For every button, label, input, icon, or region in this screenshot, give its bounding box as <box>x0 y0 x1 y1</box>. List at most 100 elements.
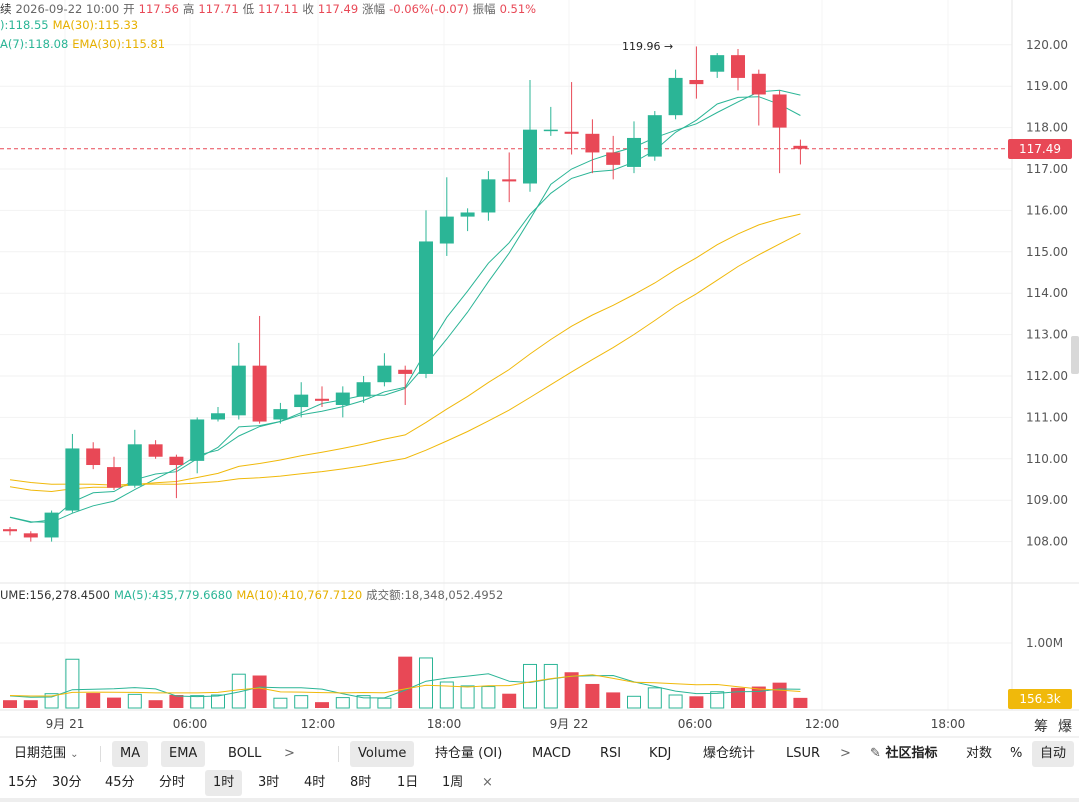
interval-45分[interactable]: 45分 <box>105 775 135 790</box>
volume-bar <box>564 672 579 708</box>
high-price-marker: 119.96 → <box>622 40 673 53</box>
volume-bar <box>315 702 329 708</box>
candle-body <box>751 73 766 95</box>
volume-toggle[interactable]: Volume <box>350 741 415 767</box>
boll-toggle[interactable]: BOLL <box>228 746 262 761</box>
lsur-toggle[interactable]: LSUR <box>786 746 821 761</box>
close-icon[interactable]: × <box>482 775 493 790</box>
ema-toggle[interactable]: EMA <box>161 741 206 767</box>
volume-bar <box>439 681 454 709</box>
volume-bar <box>668 694 683 709</box>
time-tick-label: 06:00 <box>173 717 208 731</box>
volume-bar <box>335 697 350 709</box>
volume-bar <box>23 700 38 708</box>
ohlc-field-13: 0.51% <box>499 2 537 16</box>
volume-bar <box>627 695 641 709</box>
price-tick-label: 111.00 <box>1026 410 1068 424</box>
candle-body <box>793 145 808 149</box>
candle-body <box>585 133 600 153</box>
volume-bar <box>751 686 766 708</box>
candle-body <box>23 533 38 538</box>
scroll-handle[interactable] <box>1071 336 1079 374</box>
volume-bar <box>3 700 17 708</box>
candle-body <box>86 448 101 466</box>
interval-8时[interactable]: 8时 <box>350 775 372 790</box>
date-range-button[interactable]: 日期范围 ⌄ <box>14 746 79 761</box>
interval-分时[interactable]: 分时 <box>159 775 186 790</box>
volume-ma5-line <box>9 673 801 699</box>
volume-bar <box>481 686 496 709</box>
divider <box>100 746 101 762</box>
price-tick-label: 108.00 <box>1026 535 1068 549</box>
price-tick-label: 113.00 <box>1026 328 1068 342</box>
community-indicators-button[interactable]: ✎ 社区指标 <box>870 746 938 761</box>
candle-body <box>231 365 246 416</box>
price-tick-label: 115.00 <box>1026 245 1068 259</box>
candle-body <box>627 137 641 167</box>
ohlc-field-5: 117.71 <box>198 2 239 16</box>
volume-bar <box>502 693 517 708</box>
time-tick-label: 18:00 <box>931 717 966 731</box>
volume-bar <box>419 657 433 709</box>
ma-value-0: ):118.55 <box>0 18 49 32</box>
candle-body <box>564 131 579 134</box>
volume-bar <box>710 691 725 709</box>
candle-body <box>502 179 517 182</box>
volume-value-1: MA(5):435,779.6680 <box>113 588 233 602</box>
candle-body <box>65 448 80 511</box>
interval-1日[interactable]: 1日 <box>397 775 419 790</box>
ema-legend: A(7):118.08 EMA(30):115.81 <box>0 37 169 51</box>
time-tick-label: 18:00 <box>427 717 462 731</box>
more-overlays-button[interactable]: > <box>284 746 295 761</box>
price-tick-label: 117.00 <box>1026 162 1068 176</box>
ohlc-field-9: 117.49 <box>317 2 359 16</box>
candle-body <box>127 444 142 486</box>
ohlc-field-8: 收 <box>302 2 314 16</box>
kdj-toggle[interactable]: KDJ <box>649 746 672 761</box>
ema-value-0: A(7):118.08 <box>0 37 69 51</box>
ohlc-field-2: 开 <box>123 2 135 16</box>
macd-toggle[interactable]: MACD <box>532 746 571 761</box>
divider <box>338 746 339 762</box>
candle-body <box>190 419 205 461</box>
interval-4时[interactable]: 4时 <box>304 775 326 790</box>
volume-bar <box>169 695 184 708</box>
volume-legend: UME:156,278.4500 MA(5):435,779.6680 MA(10)… <box>0 587 507 603</box>
ohlc-field-6: 低 <box>242 2 255 16</box>
candle-body <box>668 77 683 116</box>
ohlc-field-4: 高 <box>182 2 195 16</box>
interval-1周[interactable]: 1周 <box>442 775 464 790</box>
interval-30分[interactable]: 30分 <box>52 775 82 790</box>
rsi-toggle[interactable]: RSI <box>600 746 622 761</box>
candle-body <box>398 369 413 374</box>
interval-1时[interactable]: 1时 <box>205 770 243 796</box>
interval-3时[interactable]: 3时 <box>258 775 280 790</box>
percent-scale-button[interactable]: % <box>1010 746 1023 761</box>
ohlc-field-12: 振幅 <box>472 2 496 16</box>
candle-body <box>772 94 787 128</box>
more-indicators-button[interactable]: > <box>840 746 851 761</box>
liquidation-toggle[interactable]: 爆仓统计 <box>703 746 756 761</box>
bottom-scrollbar[interactable] <box>0 798 1079 802</box>
auto-scale-button[interactable]: 自动 <box>1032 741 1075 767</box>
volume-value-2: MA(10):410,767.7120 <box>236 588 363 602</box>
price-tick-label: 118.00 <box>1026 121 1068 135</box>
oi-toggle[interactable]: 持仓量 (OI) <box>435 746 503 761</box>
right-tool-label: 爆 <box>1058 719 1072 735</box>
volume-tick-label: 1.00M <box>1026 636 1063 650</box>
ohlc-field-0: 续 <box>0 2 12 16</box>
price-tick-label: 110.00 <box>1026 452 1068 466</box>
ma-toggle[interactable]: MA <box>112 741 149 767</box>
current-price-badge: 117.49 <box>1008 139 1072 159</box>
volume-bar <box>273 697 288 709</box>
interval-15分[interactable]: 15分 <box>8 775 38 790</box>
candle-body <box>169 456 184 466</box>
candle-body <box>460 212 475 217</box>
interval-toolbar: 15分 30分 45分 分时 1时 3时 4时 8时 1日 1周 × <box>0 770 1079 796</box>
price-tick-label: 109.00 <box>1026 493 1068 507</box>
ohlc-field-7: 117.11 <box>258 2 299 16</box>
candle-body <box>439 216 454 244</box>
log-scale-button[interactable]: 对数 <box>966 746 993 761</box>
volume-bar <box>523 663 537 709</box>
